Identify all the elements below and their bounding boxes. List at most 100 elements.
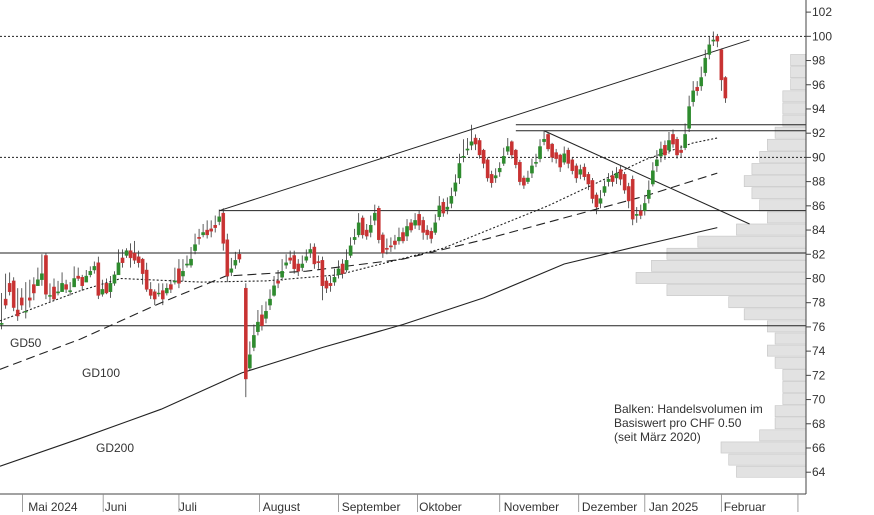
candle-body xyxy=(288,257,292,261)
candle-body xyxy=(352,237,357,240)
candle-body xyxy=(703,57,708,73)
volume-bar xyxy=(759,429,807,442)
candle-body xyxy=(296,263,301,272)
volume-bar xyxy=(743,308,807,321)
volume-bar xyxy=(774,405,807,418)
candle-body xyxy=(659,148,663,157)
volume-bar xyxy=(728,296,807,309)
y-tick-label: 66 xyxy=(812,441,826,455)
trend-line xyxy=(543,130,750,225)
candle-body xyxy=(679,149,683,153)
x-tick-label: September xyxy=(342,500,401,514)
y-tick-label: 72 xyxy=(812,368,826,382)
candle-body xyxy=(401,232,405,242)
x-tick-label: Dezember xyxy=(582,500,637,514)
y-tick-label: 76 xyxy=(812,320,826,334)
candle-body xyxy=(651,170,655,185)
candle-body xyxy=(185,263,189,266)
candle-body xyxy=(485,159,490,179)
candle-body xyxy=(389,245,393,248)
y-tick-label: 94 xyxy=(812,102,826,116)
x-tick-label: Juni xyxy=(105,500,127,514)
candle-body xyxy=(534,162,538,164)
candle-body xyxy=(284,262,288,266)
candle-body xyxy=(11,280,16,308)
candle-body xyxy=(586,174,591,185)
y-tick-labels: 64 66 68 70 72 74 76 78 80 82 84 86 88 90 92 94 96 98 100 1… xyxy=(806,5,832,479)
candle-body xyxy=(23,310,28,313)
candle-body xyxy=(272,285,276,296)
volume-profile xyxy=(635,54,807,478)
x-tick-label: Jan 2025 xyxy=(649,500,699,514)
candle-body xyxy=(687,106,691,129)
ma-line xyxy=(0,227,718,467)
volume-bar xyxy=(666,284,807,296)
candle-body xyxy=(260,314,264,326)
candle-body xyxy=(252,335,256,348)
candle-body xyxy=(461,155,466,158)
y-tick-label: 80 xyxy=(812,271,826,285)
candle-body xyxy=(169,284,173,290)
candle-body xyxy=(161,290,165,300)
candle-body xyxy=(40,273,44,280)
candle-body xyxy=(638,210,643,216)
candle-body xyxy=(140,258,145,274)
candle-body xyxy=(606,178,611,182)
candle-body xyxy=(328,283,333,286)
candle-body xyxy=(643,203,647,211)
candle-body xyxy=(56,291,60,294)
candle-body xyxy=(578,169,583,175)
candle-body xyxy=(36,279,40,286)
volume-bar xyxy=(782,102,807,115)
volume-bar xyxy=(790,66,807,79)
candle-body xyxy=(264,310,268,319)
volume-bar xyxy=(635,272,807,284)
candle-body xyxy=(124,250,129,256)
annotation-line-1: Balken: Handelsvolumen im xyxy=(614,402,763,416)
candle-body xyxy=(132,252,137,261)
candle-body xyxy=(489,174,494,184)
candle-body xyxy=(225,239,230,277)
candle-body xyxy=(332,277,337,283)
candle-body xyxy=(360,217,365,236)
candle-body xyxy=(530,165,534,174)
candle-body xyxy=(691,90,695,102)
candle-body xyxy=(518,162,522,182)
candle-body xyxy=(546,134,550,150)
volume-bar xyxy=(774,332,807,345)
candle-body xyxy=(193,244,197,251)
volume-bar xyxy=(720,441,807,454)
candle-body xyxy=(554,152,558,159)
candle-body xyxy=(453,182,458,192)
y-tick-label: 70 xyxy=(812,393,826,407)
volume-bar xyxy=(782,90,807,103)
candle-body xyxy=(514,149,518,165)
volume-bar xyxy=(736,465,807,478)
y-tick-label: 74 xyxy=(812,344,826,358)
candle-body xyxy=(526,177,530,182)
candle-body xyxy=(276,280,280,284)
candle-body xyxy=(96,262,101,296)
candle-body xyxy=(189,258,193,266)
candle-body xyxy=(715,36,720,42)
candle-body xyxy=(244,287,248,380)
candle-body xyxy=(711,39,716,42)
candle-body xyxy=(128,250,133,259)
candle-body xyxy=(433,222,438,233)
volume-bar xyxy=(790,54,807,66)
candle-body xyxy=(723,77,728,99)
volume-bar xyxy=(774,126,807,139)
candle-body xyxy=(108,283,113,292)
volume-bar xyxy=(767,138,807,151)
candle-body xyxy=(381,234,385,254)
candle-body xyxy=(88,271,93,276)
candle-body xyxy=(324,280,329,289)
candle-body xyxy=(582,166,587,177)
candle-body xyxy=(594,194,599,208)
candle-body xyxy=(68,290,72,292)
x-tick-label: Februar xyxy=(724,500,766,514)
y-tick-label: 84 xyxy=(812,223,826,237)
y-tick-label: 90 xyxy=(812,150,826,164)
candle-body xyxy=(229,268,234,273)
